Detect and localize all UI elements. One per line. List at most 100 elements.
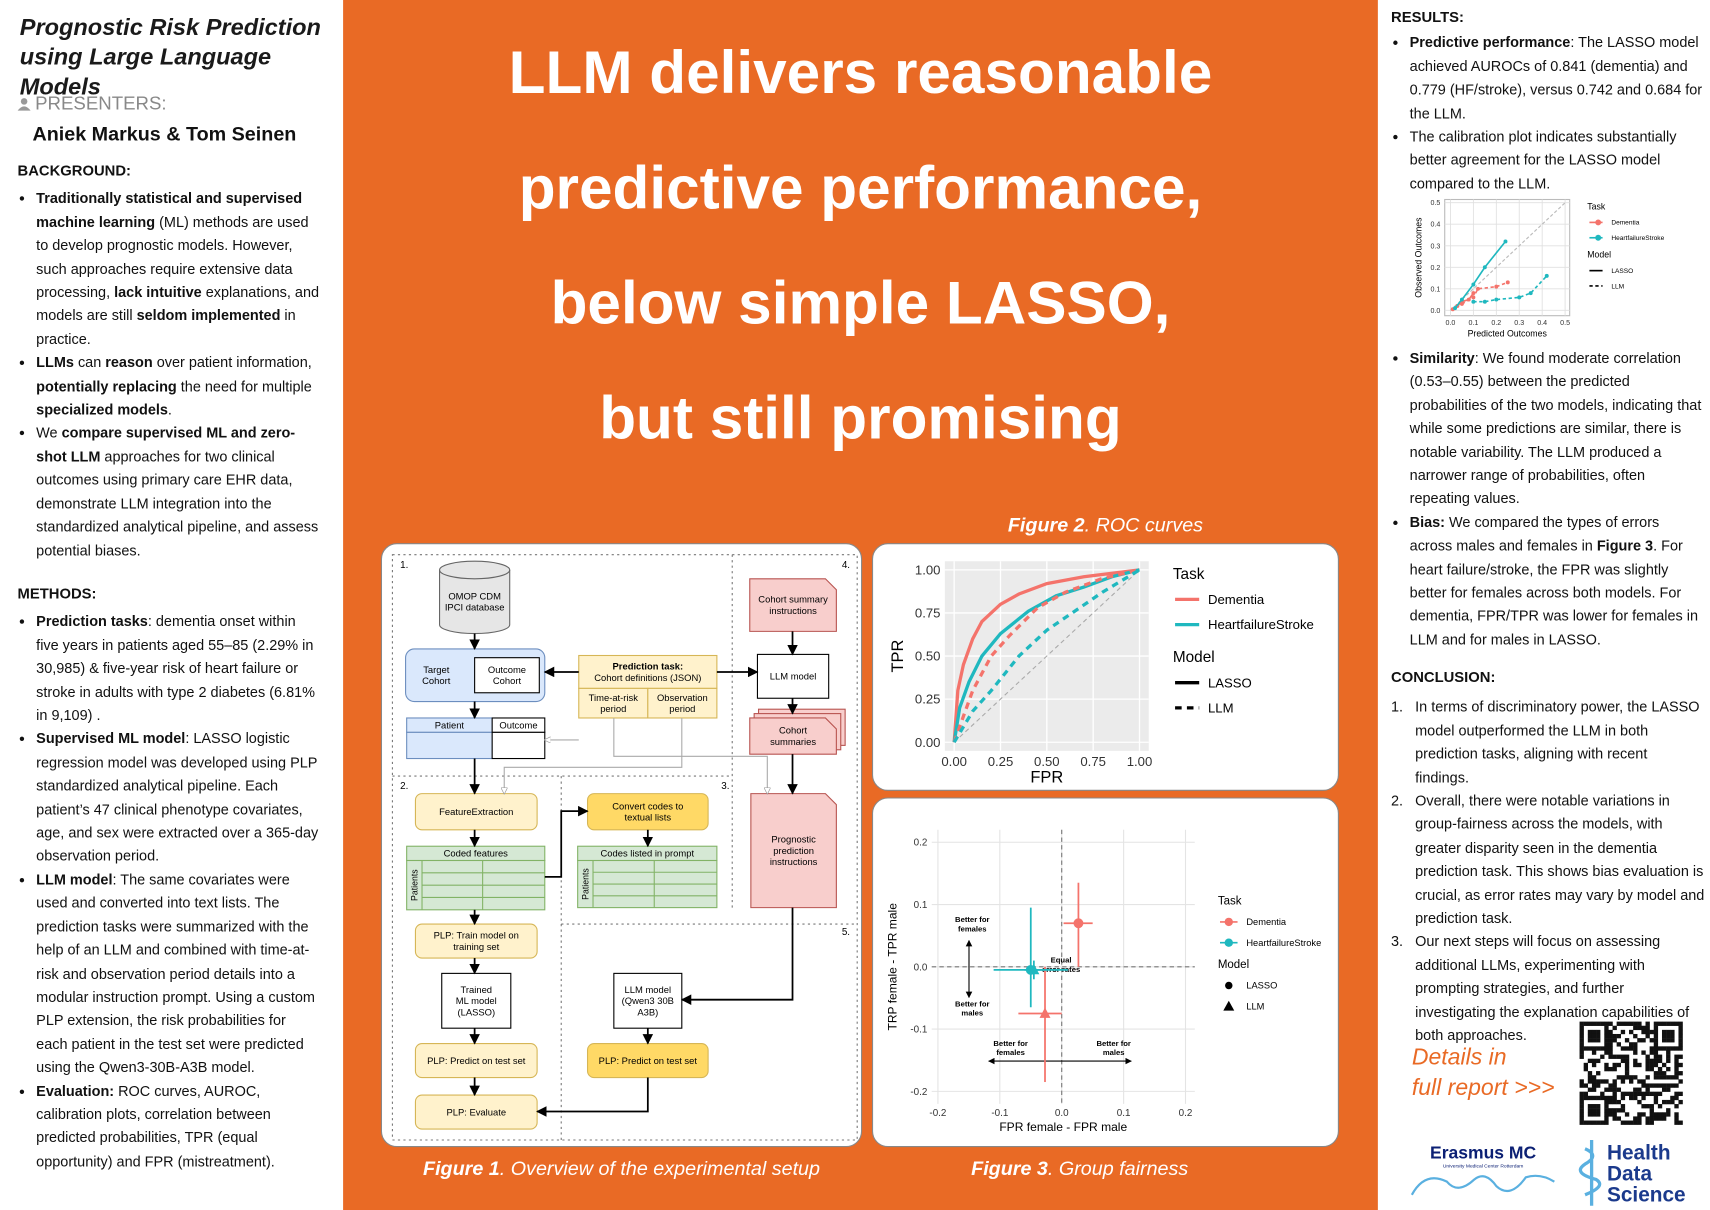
qr-module bbox=[1674, 1104, 1679, 1109]
qr-module bbox=[1653, 1116, 1659, 1121]
node-label: PLP: Predict on test set bbox=[599, 1055, 698, 1066]
y-tick-label: -0.2 bbox=[910, 1087, 927, 1098]
series-line bbox=[952, 568, 1140, 743]
qr-module bbox=[1674, 1120, 1679, 1125]
qr-module bbox=[1633, 1042, 1638, 1047]
text-run: Prediction tasks bbox=[36, 613, 148, 630]
qr-module bbox=[1674, 1046, 1679, 1051]
qr-module bbox=[1678, 1038, 1683, 1043]
text-run: lack intuitive bbox=[114, 283, 202, 301]
qr-module bbox=[1633, 1087, 1638, 1092]
logo-text: Data bbox=[1607, 1163, 1653, 1186]
qr-module bbox=[1653, 1112, 1659, 1117]
caption-label: Figure 1 bbox=[423, 1157, 500, 1180]
qr-module bbox=[1608, 1108, 1613, 1113]
qr-module bbox=[1583, 1120, 1589, 1125]
qr-module bbox=[1661, 1083, 1667, 1088]
legend-title: Model bbox=[1173, 649, 1215, 666]
arrow-light bbox=[504, 717, 683, 794]
annotation: Better for females bbox=[955, 915, 989, 933]
qr-module bbox=[1579, 1033, 1584, 1039]
list-item: Evaluation: ROC curves, AUROC, calibrati… bbox=[18, 1079, 321, 1173]
qr-module bbox=[1591, 1021, 1597, 1026]
label-line: Prediction task: bbox=[613, 661, 684, 672]
y-tick-label: -0.1 bbox=[910, 1025, 927, 1036]
legend-label: LASSO bbox=[1611, 268, 1633, 275]
qr-module bbox=[1579, 1025, 1584, 1031]
qr-module bbox=[1596, 1071, 1601, 1076]
qr-module bbox=[1620, 1079, 1626, 1084]
qr-module bbox=[1604, 1116, 1609, 1121]
node-box bbox=[647, 687, 718, 719]
qr-module bbox=[1591, 1079, 1597, 1084]
qr-module bbox=[1645, 1025, 1650, 1031]
qr-module bbox=[1596, 1046, 1601, 1051]
qr-module bbox=[1579, 1042, 1584, 1047]
qr-module bbox=[1604, 1087, 1609, 1092]
qr-module bbox=[1591, 1087, 1597, 1092]
list-item: LLM model: The same covariates were used… bbox=[18, 868, 321, 1079]
qr-module bbox=[1637, 1091, 1642, 1097]
y-tick-label: 0.0 bbox=[1430, 307, 1440, 315]
qr-module bbox=[1587, 1033, 1593, 1039]
qr-module bbox=[1616, 1062, 1621, 1068]
details-text[interactable]: Details in bbox=[1411, 1044, 1507, 1070]
qr-module bbox=[1629, 1091, 1634, 1097]
section-number: 4. bbox=[842, 560, 850, 571]
qr-module bbox=[1633, 1058, 1638, 1064]
qr-module bbox=[1608, 1021, 1613, 1026]
results-section-2: Similarity: We found moderate correlatio… bbox=[1391, 346, 1704, 651]
series-point bbox=[1544, 273, 1549, 278]
qr-module bbox=[1645, 1029, 1650, 1035]
list-marker: 3. bbox=[1391, 933, 1404, 950]
reference-line bbox=[953, 569, 1140, 743]
qr-module bbox=[1666, 1099, 1671, 1105]
bullet-list: Predictive performance: The LASSO model … bbox=[1391, 31, 1704, 195]
qr-module bbox=[1653, 1058, 1659, 1064]
qr-module bbox=[1596, 1108, 1601, 1113]
details-text[interactable]: full report >>> bbox=[1411, 1075, 1555, 1101]
qr-module bbox=[1674, 1083, 1679, 1088]
qr-module bbox=[1587, 1079, 1593, 1084]
label-line: training set bbox=[453, 941, 499, 952]
legend-swatch bbox=[1225, 981, 1233, 990]
qr-module bbox=[1604, 1050, 1609, 1055]
qr-module bbox=[1641, 1112, 1646, 1117]
text-run: . For heart failure/stroke, the FPR was … bbox=[1409, 537, 1699, 648]
qr-module bbox=[1624, 1021, 1630, 1026]
node-label: LLM model (Qwen3 30B A3B) bbox=[622, 984, 674, 1018]
qr-module bbox=[1620, 1104, 1626, 1109]
qr-module bbox=[1678, 1042, 1683, 1047]
label-line: Convert codes to bbox=[612, 800, 683, 811]
label-line: Cohort bbox=[422, 675, 451, 686]
legend-label: LASSO bbox=[1208, 675, 1252, 690]
qr-module bbox=[1587, 1058, 1593, 1064]
qr-module bbox=[1579, 1083, 1584, 1088]
database-rim bbox=[439, 569, 511, 580]
methods-section: METHODS: Prediction tasks: dementia onse… bbox=[18, 582, 321, 1173]
qr-module bbox=[1645, 1062, 1650, 1068]
x-tick-label: 0.50 bbox=[1034, 754, 1060, 769]
qr-module bbox=[1600, 1046, 1605, 1051]
qr-module bbox=[1616, 1099, 1621, 1105]
qr-module bbox=[1633, 1091, 1638, 1097]
qr-module bbox=[1633, 1095, 1638, 1101]
qr-module bbox=[1678, 1120, 1683, 1125]
label-line: Equal bbox=[1051, 956, 1072, 965]
legend-title: Task bbox=[1218, 895, 1242, 907]
list-item: 2. Overall, there were notable variations… bbox=[1391, 789, 1704, 930]
qr-module bbox=[1653, 1042, 1659, 1047]
qr-module bbox=[1596, 1029, 1601, 1035]
details-link[interactable]: Details in full report >>> bbox=[1412, 1042, 1555, 1103]
qr-module bbox=[1624, 1058, 1630, 1064]
qr-module bbox=[1583, 1095, 1589, 1101]
qr-module bbox=[1596, 1104, 1601, 1109]
caption-label: Figure 2 bbox=[1007, 514, 1085, 537]
qr-module bbox=[1587, 1038, 1593, 1043]
qr-module bbox=[1620, 1075, 1626, 1080]
qr-module bbox=[1596, 1021, 1601, 1026]
text-run: compare supervised ML and zero-shot LLM bbox=[36, 424, 296, 465]
series-point bbox=[1471, 291, 1476, 296]
qr-module bbox=[1649, 1112, 1654, 1117]
